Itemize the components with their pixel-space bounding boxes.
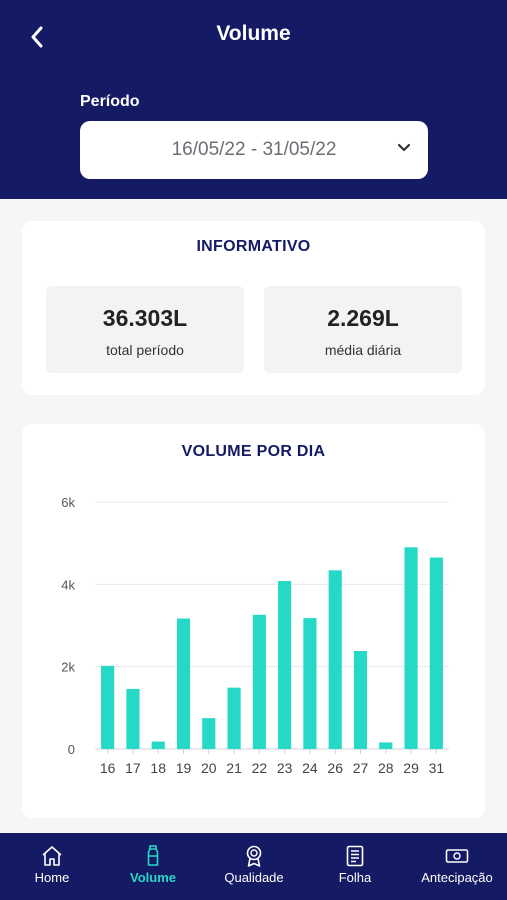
- x-tick-label: 22: [252, 760, 268, 776]
- cash-icon: [445, 849, 469, 863]
- volume-bar-chart: 0 2k 4k 6k 16 17 18 19 20 21 22 23 24 26 27 28 29 31: [61, 495, 449, 776]
- bar: [404, 547, 418, 749]
- home-icon: [42, 846, 62, 866]
- y-tick-label: 0: [68, 742, 75, 757]
- x-tick-label: 18: [150, 760, 166, 776]
- bar: [202, 718, 216, 749]
- y-tick-label: 4k: [61, 577, 75, 592]
- bar: [429, 557, 443, 749]
- bar: [151, 741, 165, 749]
- bar: [126, 688, 140, 749]
- period-select[interactable]: 16/05/22 - 31/05/22: [80, 121, 428, 179]
- tab-antecipacao[interactable]: Antecipação: [418, 833, 496, 900]
- tab-volume[interactable]: Volume: [122, 833, 184, 900]
- tab-folha-label: Folha: [338, 870, 372, 885]
- chart-title: VOLUME POR DIA: [181, 443, 326, 460]
- x-tick-label: 20: [201, 760, 217, 776]
- x-tick-label: 16: [100, 760, 116, 776]
- page-title: Volume: [216, 22, 291, 45]
- tab-folha[interactable]: Folha: [333, 833, 377, 900]
- y-tick-label: 2k: [61, 660, 75, 675]
- volume-chart-card: VOLUME POR DIA 0 2k 4k 6k 16 17 18 19 20 21 22 23 24…: [22, 424, 485, 818]
- bar: [328, 570, 342, 749]
- chevron-down-icon: [397, 143, 411, 152]
- document-icon: [346, 845, 364, 867]
- x-tick-label: 29: [403, 760, 419, 776]
- tab-home[interactable]: Home: [22, 833, 82, 900]
- x-tick-label: 28: [378, 760, 394, 776]
- bar: [252, 614, 266, 749]
- tab-qualidade[interactable]: Qualidade: [219, 833, 289, 900]
- award-icon: [246, 845, 262, 867]
- chevron-left-icon: [31, 26, 43, 48]
- y-tick-label: 6k: [61, 495, 75, 510]
- bar: [176, 618, 191, 749]
- x-tick-label: 24: [302, 760, 318, 776]
- x-tick-label: 21: [226, 760, 242, 776]
- period-value: 16/05/22 - 31/05/22: [171, 139, 337, 160]
- x-tick-label: 31: [429, 760, 445, 776]
- stat-average: 2.269L média diária: [264, 286, 462, 373]
- tab-volume-label: Volume: [130, 870, 176, 885]
- bar: [278, 581, 292, 749]
- bar: [227, 687, 241, 749]
- tab-antecipacao-label: Antecipação: [421, 870, 493, 885]
- informativo-title: INFORMATIVO: [196, 238, 311, 255]
- bar: [353, 651, 368, 749]
- bottom-tab-bar: Home Volume Qualidade Folha Antecipação: [0, 833, 507, 900]
- header: Volume Período 16/05/22 - 31/05/22: [0, 0, 507, 199]
- x-tick-label: 26: [327, 760, 343, 776]
- stat-average-value: 2.269L: [327, 305, 399, 331]
- bar: [303, 618, 317, 749]
- tab-home-label: Home: [34, 870, 70, 885]
- tab-qualidade-label: Qualidade: [224, 870, 284, 885]
- bar: [101, 665, 115, 749]
- stat-average-label: média diária: [324, 342, 402, 358]
- stat-total-label: total período: [106, 342, 184, 358]
- back-button[interactable]: [22, 22, 52, 52]
- x-tick-label: 27: [353, 760, 369, 776]
- x-tick-label: 17: [125, 760, 141, 776]
- x-tick-label: 23: [277, 760, 293, 776]
- x-tick-label: 19: [176, 760, 192, 776]
- stat-total: 36.303L total período: [46, 286, 244, 373]
- bottle-icon: [147, 845, 159, 866]
- stat-total-value: 36.303L: [102, 305, 188, 331]
- period-label: Período: [80, 93, 140, 110]
- bar: [379, 742, 393, 749]
- informativo-card: INFORMATIVO 36.303L total período 2.269L…: [22, 221, 485, 395]
